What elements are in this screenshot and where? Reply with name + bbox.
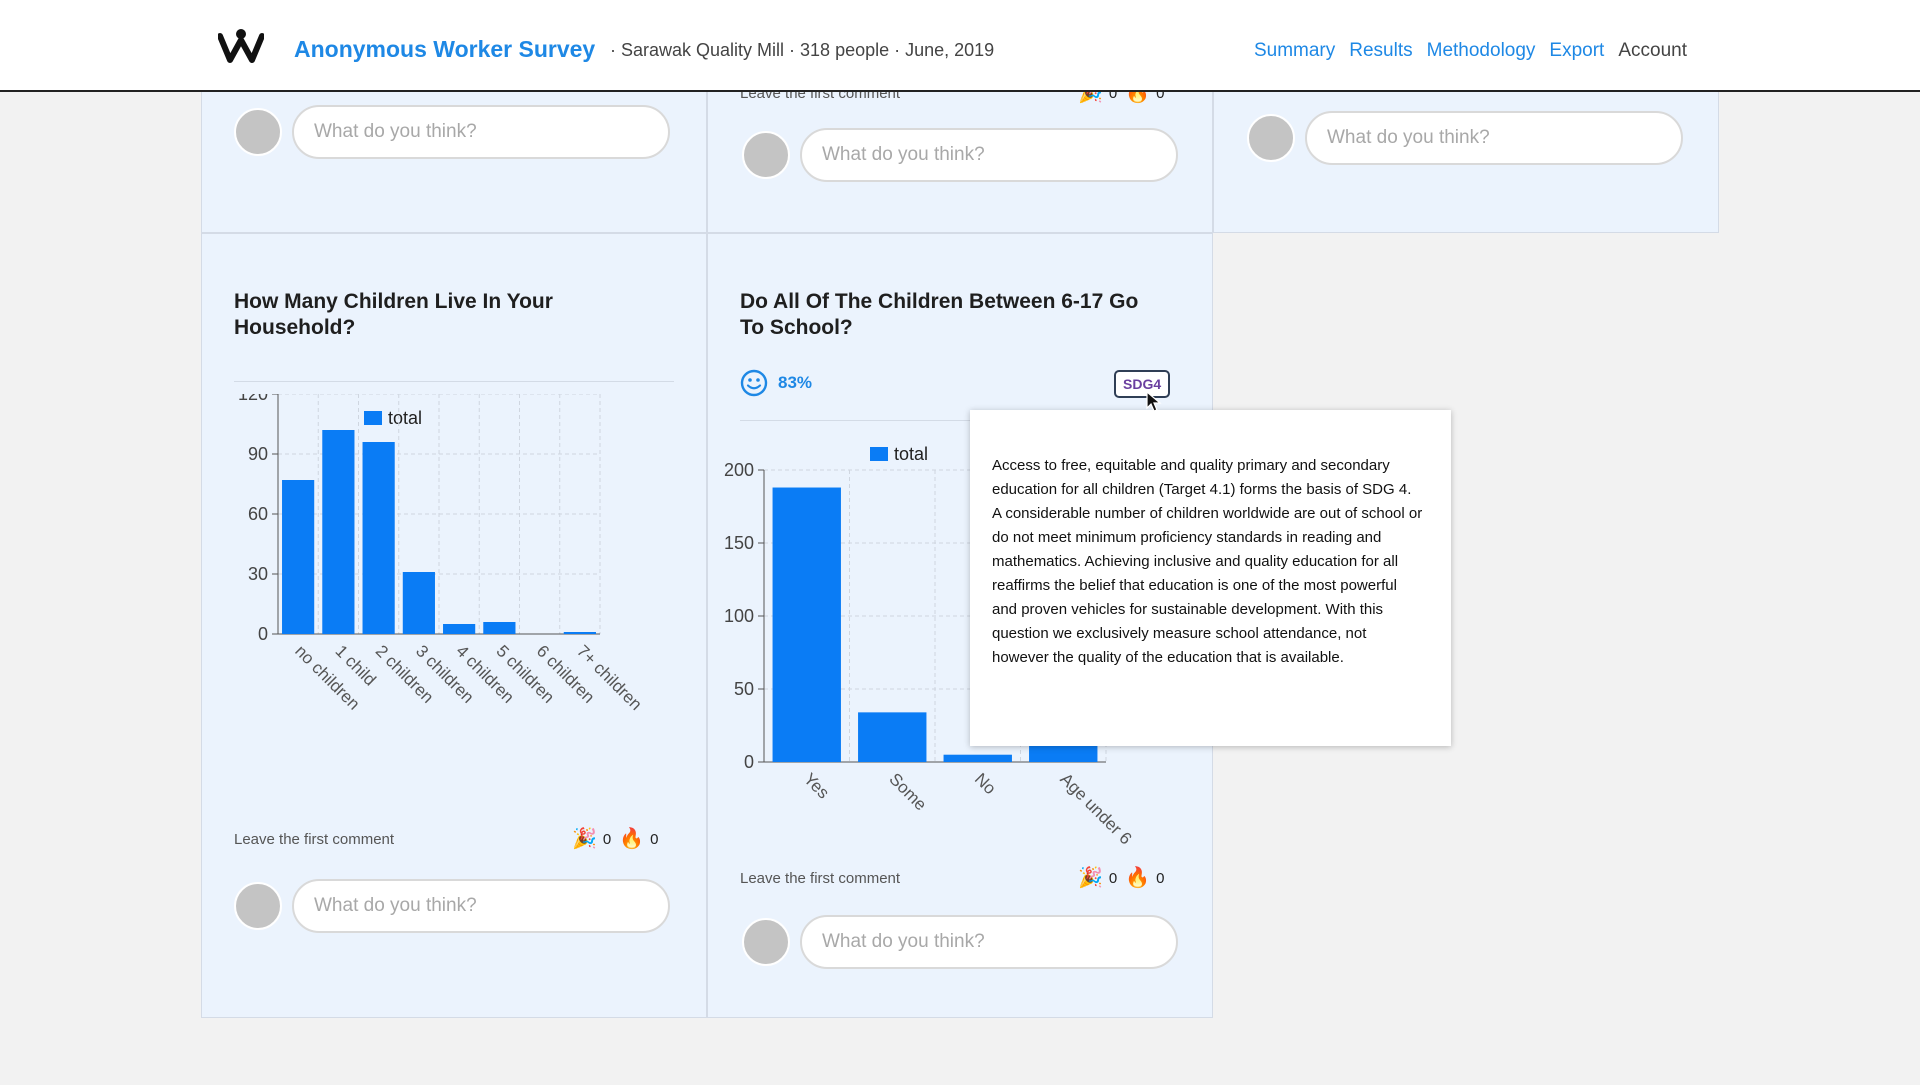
brand-logo-icon[interactable]: [218, 26, 264, 66]
chart-bar[interactable]: [563, 632, 596, 634]
comment-row: [234, 879, 670, 933]
comment-row: [742, 915, 1178, 969]
top-header: Anonymous Worker Survey · Sarawak Qualit…: [0, 0, 1920, 92]
legend-swatch: [364, 411, 382, 425]
party-count: 0: [1108, 84, 1118, 102]
leave-comment-link[interactable]: Leave the first comment: [740, 870, 901, 887]
divider: [740, 420, 1180, 421]
y-tick-label: 150: [724, 533, 754, 553]
chart-bar[interactable]: [943, 754, 1012, 762]
fire-count: 0: [1156, 84, 1165, 102]
comment-input[interactable]: [292, 105, 670, 159]
party-popper-icon: 🎉: [1078, 867, 1103, 889]
app-title[interactable]: Anonymous Worker Survey: [294, 36, 596, 62]
divider: [234, 381, 674, 382]
y-tick-label: 200: [724, 460, 754, 480]
chart-bar[interactable]: [858, 712, 927, 762]
chart-legend: total: [364, 408, 422, 428]
comment-input[interactable]: [800, 915, 1178, 969]
chart-bar[interactable]: [322, 430, 355, 634]
party-popper-icon: 🎉: [572, 828, 597, 850]
fire-count: 0: [1156, 869, 1165, 887]
avatar: [1247, 114, 1295, 162]
x-tick-label: Yes: [800, 769, 833, 802]
chart-bar[interactable]: [483, 622, 516, 634]
party-count: 0: [602, 830, 612, 848]
chart-bar[interactable]: [443, 624, 476, 634]
nav-account[interactable]: Account: [1618, 40, 1687, 61]
survey-info: · Sarawak Quality Mill · 318 people · Ju…: [610, 40, 995, 60]
sdg-tooltip: Access to free, equitable and quality pr…: [970, 410, 1451, 746]
y-tick-label: 0: [258, 624, 268, 644]
comment-row: [742, 128, 1178, 182]
y-tick-label: 30: [248, 564, 268, 584]
y-tick-label: 100: [724, 606, 754, 626]
question-title: Do All Of The Children Between 6-17 Go T…: [740, 290, 1139, 339]
nav-summary[interactable]: Summary: [1253, 40, 1336, 61]
sdg-badge[interactable]: SDG4: [1114, 370, 1171, 398]
fire-icon: 🔥: [1125, 867, 1151, 889]
legend-label: total: [388, 408, 422, 428]
avatar: [742, 131, 790, 179]
legend-swatch: [870, 447, 888, 461]
chart-legend: total: [870, 444, 928, 464]
x-tick-label: Some: [885, 769, 930, 814]
fire-count: 0: [650, 830, 659, 848]
chart-bar[interactable]: [772, 487, 841, 762]
main-nav: Summary Results Methodology Export Accou…: [1254, 40, 1687, 62]
fire-reaction[interactable]: 🔥 0: [1125, 868, 1164, 888]
comment-input[interactable]: [292, 879, 670, 933]
party-reaction[interactable]: 🎉 0: [1078, 868, 1117, 888]
chart-bar[interactable]: [282, 480, 315, 634]
bar-chart-school: total 0 50 100 150 200 Yes Some No Age under 6: [724, 444, 1135, 848]
reactions: 🎉 0 🔥 0: [572, 829, 659, 849]
y-tick-label: 50: [734, 679, 754, 699]
question-title: How Many Children Live In Your Household…: [234, 290, 553, 339]
comment-row: [234, 105, 670, 159]
score-value: 83%: [778, 373, 813, 392]
y-tick-label: 0: [744, 752, 754, 772]
y-tick-label: 60: [248, 504, 268, 524]
chart-bar[interactable]: [362, 442, 395, 634]
fire-icon: 🔥: [619, 828, 645, 850]
x-tick-label: No: [971, 769, 1000, 798]
nav-results[interactable]: Results: [1349, 40, 1413, 61]
nav-export[interactable]: Export: [1549, 40, 1605, 61]
smiley-icon: [740, 369, 768, 397]
cursor-pointer-icon: [1146, 391, 1162, 412]
x-tick-label: Age under 6: [1056, 769, 1135, 848]
party-count: 0: [1108, 869, 1118, 887]
y-tick-label: 120: [238, 394, 268, 404]
avatar: [742, 918, 790, 966]
reactions: 🎉 0 🔥 0: [1078, 868, 1165, 888]
legend-label: total: [894, 444, 928, 464]
satisfaction-score: 83%: [740, 369, 812, 397]
question-card-children: How Many Children Live In Your Household…: [201, 233, 707, 1018]
y-tick-label: 90: [248, 444, 268, 464]
comment-input[interactable]: [800, 128, 1178, 182]
avatar: [234, 882, 282, 930]
avatar: [234, 108, 282, 156]
question-card-school: Do All Of The Children Between 6-17 Go T…: [707, 233, 1213, 1018]
nav-methodology[interactable]: Methodology: [1426, 40, 1536, 61]
party-reaction[interactable]: 🎉 0: [572, 829, 611, 849]
comment-input[interactable]: [1305, 111, 1683, 165]
chart-bar[interactable]: [402, 572, 435, 634]
comment-row: [1247, 111, 1683, 165]
fire-reaction[interactable]: 🔥 0: [619, 829, 658, 849]
leave-comment-link[interactable]: Leave the first comment: [234, 831, 395, 848]
